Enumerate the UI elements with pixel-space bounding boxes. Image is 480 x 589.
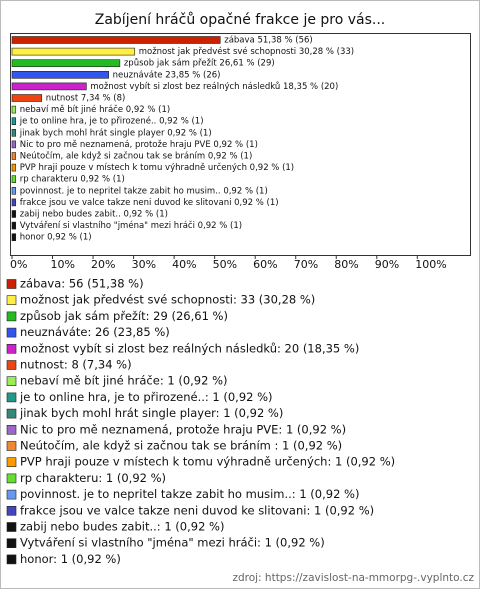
value-label: jinak bych mohl hrát single player 0,92 … bbox=[19, 128, 212, 138]
legend-label: nebaví mě bít jiné hráče: 1 (0,92 %) bbox=[20, 374, 228, 388]
legend-label: možnost vybít si zlost bez reálných násl… bbox=[20, 341, 359, 355]
legend-label: zábava: 56 (51,38 %) bbox=[20, 277, 144, 291]
value-label: nutnost 7,34 % (8) bbox=[46, 94, 126, 104]
x-tick-label: 40% bbox=[172, 258, 196, 271]
bar bbox=[11, 140, 17, 149]
bar bbox=[11, 36, 221, 44]
bar bbox=[11, 163, 17, 172]
legend-swatch bbox=[6, 457, 17, 468]
legend-label: je to online hra, je to přirozené..: 1 (… bbox=[19, 390, 273, 404]
x-tick-label: 100% bbox=[415, 258, 446, 271]
legend-swatch bbox=[6, 327, 17, 338]
legend-label: Vytváření si vlastního "jména" mezi hráč… bbox=[20, 536, 325, 550]
legend-swatch bbox=[6, 295, 17, 306]
x-tick-label: 80% bbox=[334, 258, 358, 271]
legend-label: nutnost: 8 (7,34 %) bbox=[20, 358, 132, 372]
legend-label: povinnost. je to nepritel takze zabit ho… bbox=[20, 487, 359, 501]
plot-area bbox=[10, 33, 471, 256]
legend-swatch bbox=[6, 522, 17, 532]
bar bbox=[11, 94, 43, 102]
bar bbox=[11, 233, 17, 241]
legend-label: Neútočím, ale když si začnou tak se brán… bbox=[20, 439, 342, 453]
legend-swatch bbox=[6, 343, 17, 354]
legend-swatch bbox=[6, 360, 17, 370]
x-tick-label: 10% bbox=[51, 258, 75, 271]
legend-label: frakce jsou ve valce takze neni duvod ke… bbox=[20, 503, 374, 517]
bar bbox=[11, 221, 17, 230]
bar bbox=[11, 198, 17, 207]
legend-swatch bbox=[6, 392, 17, 403]
bar bbox=[11, 59, 121, 68]
legend-swatch bbox=[6, 279, 17, 289]
legend-label: neuznáváte: 26 (23,85 %) bbox=[20, 325, 170, 339]
bar bbox=[11, 210, 17, 218]
bar bbox=[11, 117, 17, 125]
legend-swatch bbox=[6, 376, 17, 387]
value-label: je to online hra, je to přirozené.. 0,92… bbox=[19, 116, 204, 127]
value-label: Neútočím, ale když si začnou tak se brán… bbox=[20, 151, 253, 162]
bar bbox=[11, 71, 109, 79]
legend-label: jinak bych mohl hrát single player: 1 (0… bbox=[19, 406, 283, 420]
x-tick-label: 30% bbox=[132, 258, 156, 271]
bar bbox=[11, 187, 17, 195]
legend-swatch bbox=[6, 311, 17, 322]
x-tick-label: 70% bbox=[294, 258, 318, 271]
bar bbox=[11, 129, 17, 137]
legend-swatch bbox=[6, 538, 17, 549]
legend-swatch bbox=[6, 408, 17, 419]
bar bbox=[11, 82, 87, 91]
legend-swatch bbox=[6, 473, 17, 484]
legend-label: způsob jak sám přežít: 29 (26,61 %) bbox=[20, 309, 228, 323]
x-tick-label: 20% bbox=[91, 258, 115, 271]
chart-title: Zabíjení hráčů opačné frakce je pro vás.… bbox=[95, 12, 386, 28]
value-label: Vytváření si vlastního "jména" mezi hráč… bbox=[20, 220, 242, 231]
x-tick-label: 0% bbox=[10, 258, 27, 271]
value-label: zabij nebo budes zabit.. 0,92 % (1) bbox=[20, 210, 168, 220]
value-label: způsob jak sám přežít 26,61 % (29) bbox=[124, 58, 275, 69]
value-label: neuznáváte 23,85 % (26) bbox=[113, 70, 221, 80]
bar bbox=[11, 152, 17, 160]
value-label: Nic to pro mě neznamená, protože hraju P… bbox=[20, 140, 258, 150]
value-label: PVP hraji pouze v místech k tomu výhradn… bbox=[20, 162, 294, 173]
legend-swatch bbox=[6, 554, 17, 565]
value-label: frakce jsou ve valce takze neni duvod ke… bbox=[20, 198, 279, 208]
value-label: honor 0,92 % (1) bbox=[20, 233, 92, 243]
value-label: nebaví mě bít jiné hráče 0,92 % (1) bbox=[20, 104, 171, 115]
legend-swatch bbox=[6, 505, 17, 516]
legend-label: honor: 1 (0,92 %) bbox=[20, 552, 121, 566]
value-label: možnost vybít si zlost bez reálných násl… bbox=[90, 81, 338, 92]
legend-label: rp charakteru: 1 (0,92 %) bbox=[20, 471, 166, 485]
legend-swatch bbox=[6, 489, 17, 500]
value-label: možnost jak předvést své schopnosti 30,2… bbox=[139, 46, 354, 57]
x-tick-label: 50% bbox=[213, 258, 237, 271]
x-tick-label: 60% bbox=[253, 258, 277, 271]
value-label: rp charakteru 0,92 % (1) bbox=[20, 175, 125, 185]
bar bbox=[11, 47, 136, 56]
legend-label: zabij nebo budes zabit..: 1 (0,92 %) bbox=[20, 520, 224, 534]
bar bbox=[11, 175, 17, 183]
legend-label: možnost jak předvést své schopnosti: 33 … bbox=[20, 293, 315, 307]
legend-swatch bbox=[6, 441, 17, 451]
legend-label: Nic to pro mě neznamená, protože hraju P… bbox=[20, 422, 346, 436]
source: zdroj: https://zavislost-na-mmorpg-.vypl… bbox=[232, 572, 474, 584]
bar bbox=[11, 105, 17, 114]
value-label: povinnost. je to nepritel takze zabit ho… bbox=[20, 186, 268, 196]
value-label: zábava 51,38 % (56) bbox=[224, 36, 312, 46]
x-tick-label: 90% bbox=[375, 258, 399, 271]
legend-label: PVP hraji pouze v místech k tomu výhradn… bbox=[20, 455, 395, 469]
legend-swatch bbox=[6, 424, 17, 435]
